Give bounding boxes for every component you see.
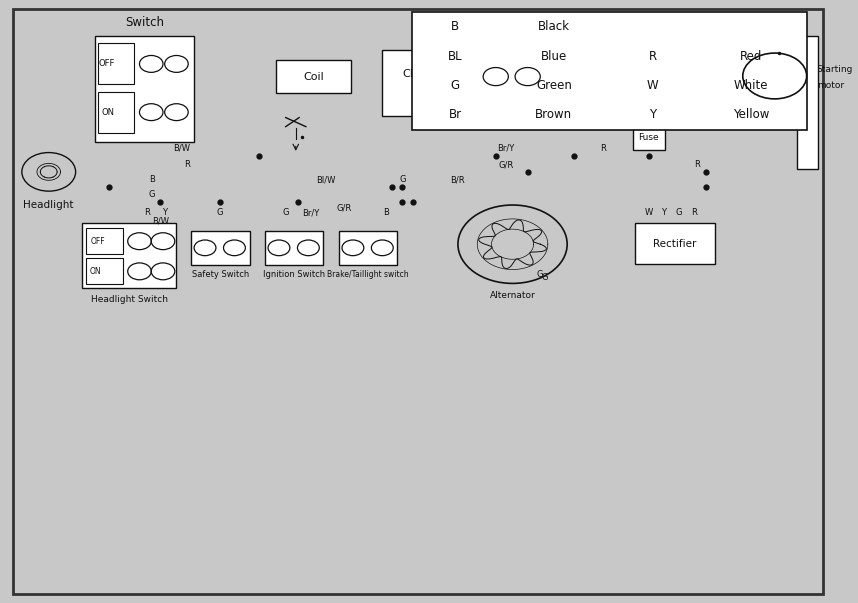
Text: W: W [647, 79, 658, 92]
Text: G: G [450, 79, 460, 92]
Text: G: G [399, 175, 406, 184]
Text: BL: BL [448, 49, 462, 63]
Bar [99, 92, 134, 133]
Bar [383, 50, 443, 116]
Text: B: B [384, 209, 390, 217]
Text: R: R [691, 209, 697, 217]
Text: R: R [184, 160, 190, 169]
Text: motor: motor [817, 81, 843, 89]
Text: Yellow: Yellow [733, 109, 770, 121]
Text: Ignition Switch: Ignition Switch [263, 270, 325, 279]
Text: Starting: Starting [817, 66, 853, 74]
Text: R: R [649, 49, 656, 63]
Bar [86, 228, 123, 254]
Text: Blue: Blue [541, 49, 567, 63]
Bar [412, 12, 807, 130]
Text: R: R [694, 160, 700, 169]
Text: Br: Br [449, 109, 462, 121]
Bar [629, 49, 712, 103]
Text: G: G [149, 191, 155, 199]
Text: ON: ON [101, 108, 114, 116]
Text: Brake/Taillight switch: Brake/Taillight switch [327, 270, 409, 279]
Text: G: G [541, 273, 547, 282]
Text: G: G [282, 209, 289, 217]
Bar [339, 231, 397, 265]
Text: Y: Y [649, 109, 656, 121]
Text: Black: Black [538, 21, 570, 33]
Text: G: G [669, 21, 675, 30]
Text: Safety Switch: Safety Switch [479, 40, 546, 49]
Text: B/R: B/R [450, 175, 465, 184]
Text: Y: Y [662, 209, 667, 217]
Text: Headlight Switch: Headlight Switch [91, 295, 168, 303]
Bar [82, 223, 177, 288]
Text: Switch: Switch [125, 16, 164, 30]
Bar [86, 258, 123, 284]
Text: OFF: OFF [90, 237, 105, 245]
Bar [561, 49, 612, 87]
Text: G: G [217, 209, 223, 217]
Bar [566, 60, 582, 77]
Text: Br/Y: Br/Y [497, 144, 515, 153]
Text: G/R: G/R [498, 160, 513, 169]
Text: W: W [644, 209, 653, 217]
Bar [632, 125, 665, 150]
Bar [275, 60, 351, 93]
Text: G/R: G/R [337, 204, 352, 212]
Text: Relay: Relay [572, 31, 601, 41]
Text: White: White [734, 79, 769, 92]
Text: B: B [451, 21, 459, 33]
Text: B/W: B/W [173, 144, 190, 153]
Text: G: G [675, 209, 682, 217]
Bar [635, 223, 715, 264]
Text: M: M [770, 71, 780, 81]
Text: +: + [638, 79, 649, 92]
Bar [796, 36, 818, 169]
Bar [480, 58, 544, 95]
Text: ON: ON [90, 267, 101, 276]
Text: Alternator: Alternator [490, 291, 535, 300]
Text: Battery: Battery [651, 63, 690, 72]
Text: Rectifier: Rectifier [654, 239, 697, 248]
Bar [95, 36, 194, 142]
Text: Green: Green [536, 79, 571, 92]
Text: Br/Y: Br/Y [302, 209, 319, 217]
Text: G: G [669, 13, 675, 21]
Bar [686, 37, 701, 51]
Bar [99, 43, 134, 84]
Text: R: R [601, 144, 607, 153]
Text: -: - [692, 79, 697, 92]
Bar [190, 231, 250, 265]
Bar [637, 37, 652, 51]
Text: CDI: CDI [402, 69, 422, 79]
Text: G: G [536, 270, 543, 279]
Text: Headlight: Headlight [23, 200, 74, 210]
Text: B/W: B/W [152, 217, 169, 226]
Text: Coil: Coil [303, 72, 323, 82]
Bar [264, 231, 323, 265]
Text: Y: Y [162, 209, 167, 217]
Text: Safety Switch: Safety Switch [191, 270, 249, 279]
Text: Red: Red [740, 49, 763, 63]
Text: Brown: Brown [535, 109, 572, 121]
Text: B: B [149, 175, 155, 184]
Text: R: R [144, 209, 150, 217]
Text: OFF: OFF [99, 60, 115, 68]
Text: Bl/W: Bl/W [317, 175, 335, 184]
Bar [589, 60, 605, 77]
Text: Fuse: Fuse [638, 133, 659, 142]
